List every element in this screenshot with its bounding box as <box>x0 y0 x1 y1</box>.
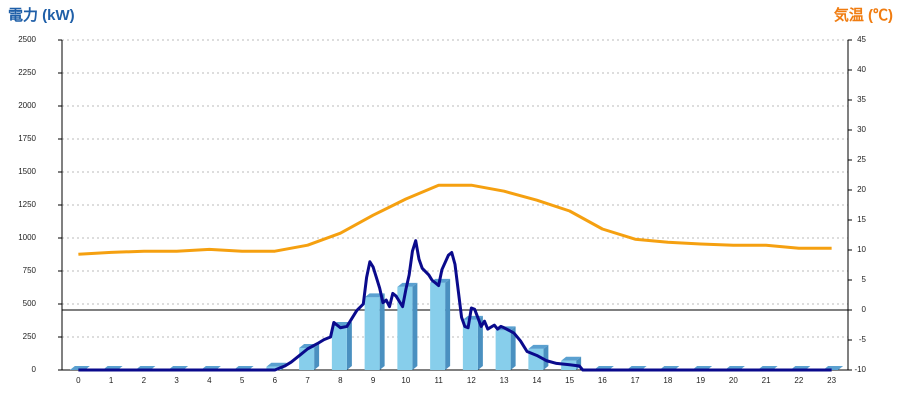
bar-face <box>412 282 418 370</box>
line <box>78 183 832 256</box>
bar-face <box>397 286 413 370</box>
line <box>78 239 832 372</box>
x-tick-label: 10 <box>401 376 410 385</box>
bar-face <box>477 315 483 370</box>
y-tick-label: 0 <box>32 365 37 374</box>
x-tick-label: 6 <box>273 376 278 385</box>
bar-face <box>528 344 549 349</box>
y2-axis-title: 気温 (℃) <box>834 6 893 24</box>
bar-face <box>314 343 320 370</box>
bar-face <box>364 297 380 370</box>
x-tick-label: 0 <box>76 376 81 385</box>
y-tick-label: 1500 <box>18 167 36 176</box>
x-tick-label: 16 <box>598 376 607 385</box>
x-tick-label: 11 <box>434 376 443 385</box>
y2-tick-label: 15 <box>857 215 866 224</box>
y-axis-title: 電力 (kW) <box>8 6 75 24</box>
x-tick-label: 3 <box>174 376 179 385</box>
bar-face <box>510 326 516 370</box>
x-tick-label: 8 <box>338 376 343 385</box>
bar-face <box>266 362 287 367</box>
y2-tick-label: 45 <box>857 35 866 44</box>
bar-face <box>561 356 582 361</box>
y2-tick-label: 35 <box>857 95 866 104</box>
x-tick-label: 21 <box>762 376 771 385</box>
bar-face <box>495 330 511 370</box>
x-tick-label: 18 <box>663 376 672 385</box>
y-tick-label: 1250 <box>18 200 36 209</box>
y2-tick-label: 20 <box>857 185 866 194</box>
y2-tick-label: 10 <box>857 245 866 254</box>
bar-face <box>331 326 347 370</box>
y2-tick-label: 5 <box>862 275 867 284</box>
x-tick-label: 7 <box>305 376 310 385</box>
x-tick-label: 23 <box>827 376 836 385</box>
x-tick-label: 14 <box>532 376 541 385</box>
bar-face <box>379 293 385 370</box>
bar <box>397 282 418 370</box>
bar-face <box>543 344 549 370</box>
bar-face <box>266 366 282 370</box>
y2-tick-label: 40 <box>857 65 866 74</box>
x-tick-label: 20 <box>729 376 738 385</box>
y2-tick-label: 30 <box>857 125 866 134</box>
y2-tick-label: -10 <box>854 365 866 374</box>
x-tick-label: 4 <box>207 376 212 385</box>
x-tick-label: 9 <box>371 376 376 385</box>
x-tick-label: 2 <box>142 376 147 385</box>
y-tick-label: 2000 <box>18 101 36 110</box>
y2-tick-label: 25 <box>857 155 866 164</box>
x-tick-label: 15 <box>565 376 574 385</box>
y-tick-label: 2500 <box>18 35 36 44</box>
y2-tick-label: 0 <box>862 305 867 314</box>
y-tick-label: 1000 <box>18 233 36 242</box>
y-tick-label: 250 <box>23 332 37 341</box>
x-tick-label: 22 <box>794 376 803 385</box>
bar-face <box>430 282 446 370</box>
bar-face <box>462 319 478 370</box>
bar <box>331 322 352 370</box>
y-tick-label: 750 <box>23 266 37 275</box>
x-tick-label: 5 <box>240 376 245 385</box>
bar-face <box>445 278 451 370</box>
x-tick-label: 1 <box>109 376 114 385</box>
bar-face <box>346 322 352 370</box>
y2-tick-label: -5 <box>859 335 867 344</box>
y-tick-label: 2250 <box>18 68 36 77</box>
y-tick-label: 500 <box>23 299 37 308</box>
x-tick-label: 19 <box>696 376 705 385</box>
bar <box>364 293 385 370</box>
bar <box>430 278 451 370</box>
bar <box>495 326 516 370</box>
y-tick-label: 1750 <box>18 134 36 143</box>
x-tick-label: 17 <box>631 376 640 385</box>
x-tick-label: 13 <box>500 376 509 385</box>
x-tick-label: 12 <box>467 376 476 385</box>
